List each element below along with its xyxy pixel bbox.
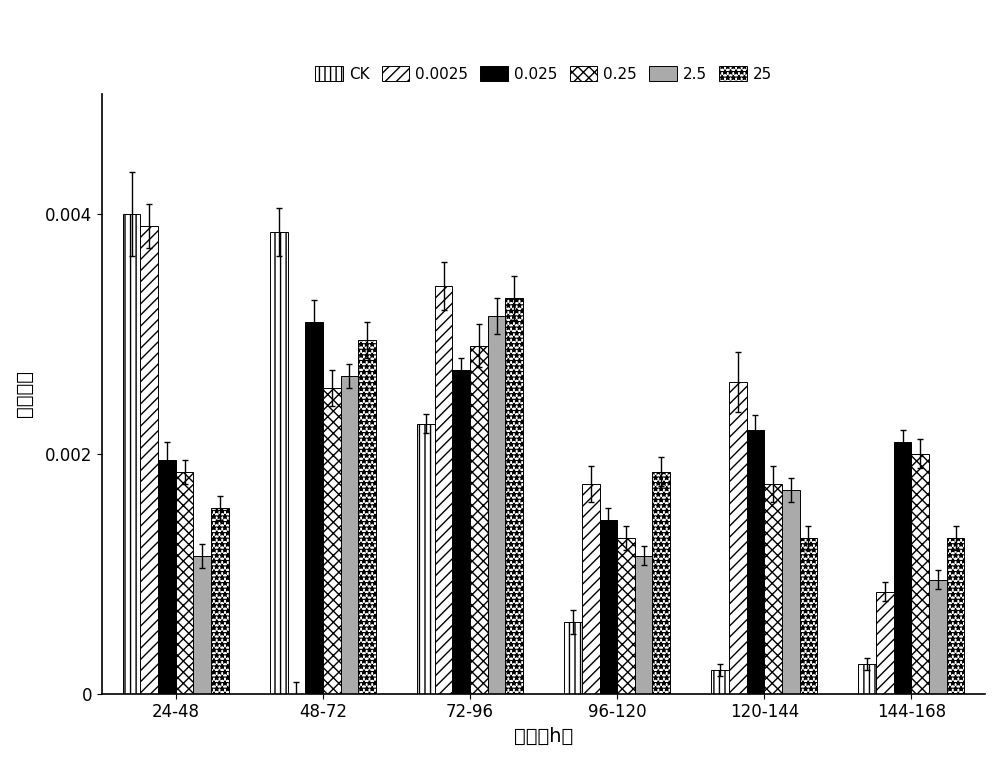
Bar [435, 286, 452, 694]
Bar [711, 670, 729, 694]
Bar [417, 424, 435, 694]
Bar [617, 538, 635, 694]
Bar [747, 430, 764, 694]
Bar [470, 346, 488, 694]
Bar [323, 388, 341, 694]
Bar [488, 316, 505, 694]
Bar [729, 382, 747, 694]
Bar [140, 226, 158, 694]
Bar [635, 556, 652, 694]
Bar [564, 622, 582, 694]
X-axis label: 时间（h）: 时间（h） [514, 727, 573, 746]
Bar [800, 538, 817, 694]
Bar [193, 556, 211, 694]
Bar [876, 592, 894, 694]
Bar [358, 340, 376, 694]
Bar [600, 520, 617, 694]
Bar [176, 472, 193, 694]
Bar [505, 298, 523, 694]
Bar [929, 580, 947, 694]
Bar [782, 490, 800, 694]
Bar [764, 484, 782, 694]
Bar [894, 442, 911, 694]
Bar [123, 214, 140, 694]
Y-axis label: 生长速率: 生长速率 [15, 371, 34, 417]
Legend: CK, 0.0025, 0.025, 0.25, 2.5, 25: CK, 0.0025, 0.025, 0.25, 2.5, 25 [309, 59, 778, 88]
Bar [270, 232, 288, 694]
Bar [911, 454, 929, 694]
Bar [582, 484, 600, 694]
Bar [341, 376, 358, 694]
Bar [305, 322, 323, 694]
Bar [858, 664, 876, 694]
Bar [652, 472, 670, 694]
Bar [211, 508, 229, 694]
Bar [947, 538, 964, 694]
Bar [158, 460, 176, 694]
Bar [452, 370, 470, 694]
